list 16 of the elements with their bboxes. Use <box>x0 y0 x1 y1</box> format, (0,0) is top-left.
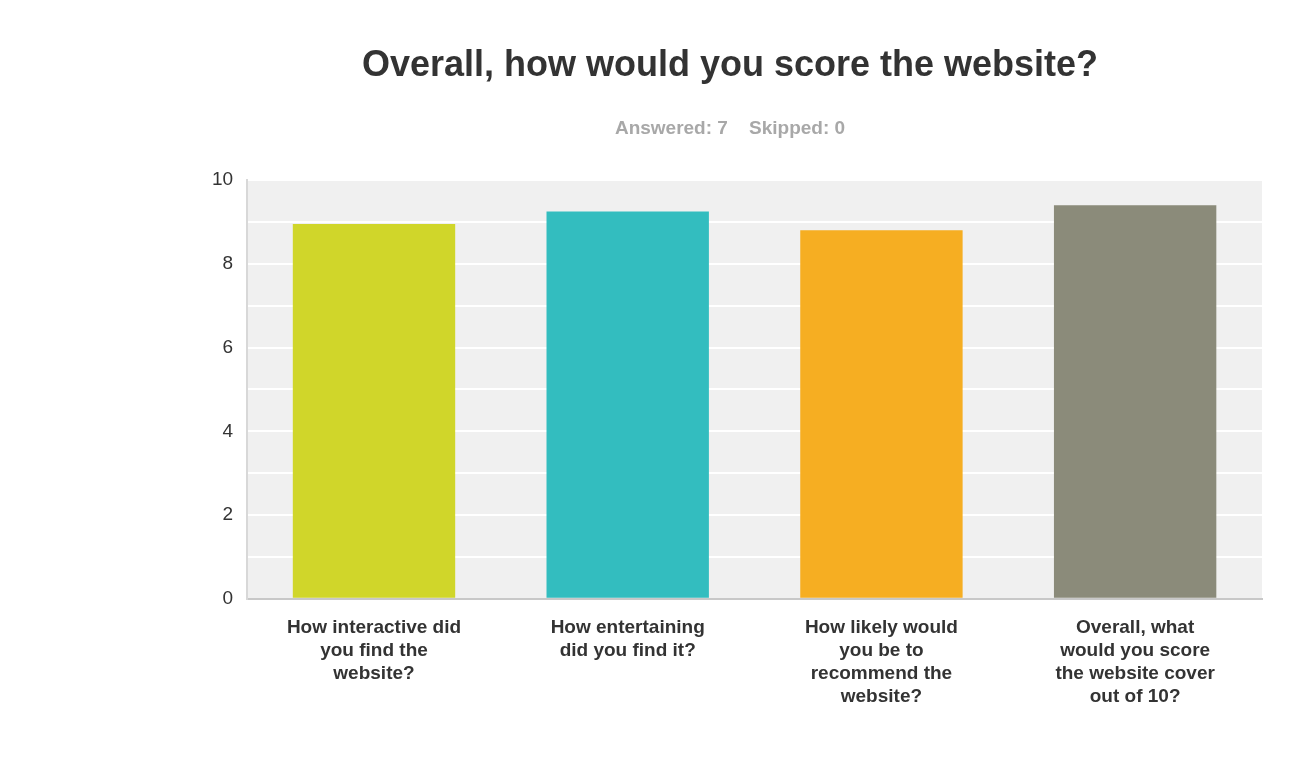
bar <box>546 211 709 598</box>
x-tick-label: How interactive did you find the website? <box>286 616 462 684</box>
chart-subtitle: Answered: 7 Skipped: 0 <box>614 116 846 138</box>
y-tick-label: 2 <box>222 503 234 525</box>
x-tick-label: How likely would you be to recommend the website? <box>804 616 958 706</box>
y-tick-label: 6 <box>222 335 234 357</box>
chart-title: Overall, how would you score the website? <box>361 42 1099 84</box>
y-tick-label: 4 <box>222 419 234 441</box>
x-tick-label: Overall, what would you score the website cover out of 10? <box>1055 616 1216 706</box>
bar <box>1053 205 1217 598</box>
bar <box>292 223 456 598</box>
x-tick-label: How entertaining did you find it? <box>550 616 705 661</box>
y-tick-label: 8 <box>222 251 234 273</box>
y-tick-label: 0 <box>222 587 234 609</box>
y-tick-label: 10 <box>211 168 234 190</box>
bar <box>800 230 963 598</box>
